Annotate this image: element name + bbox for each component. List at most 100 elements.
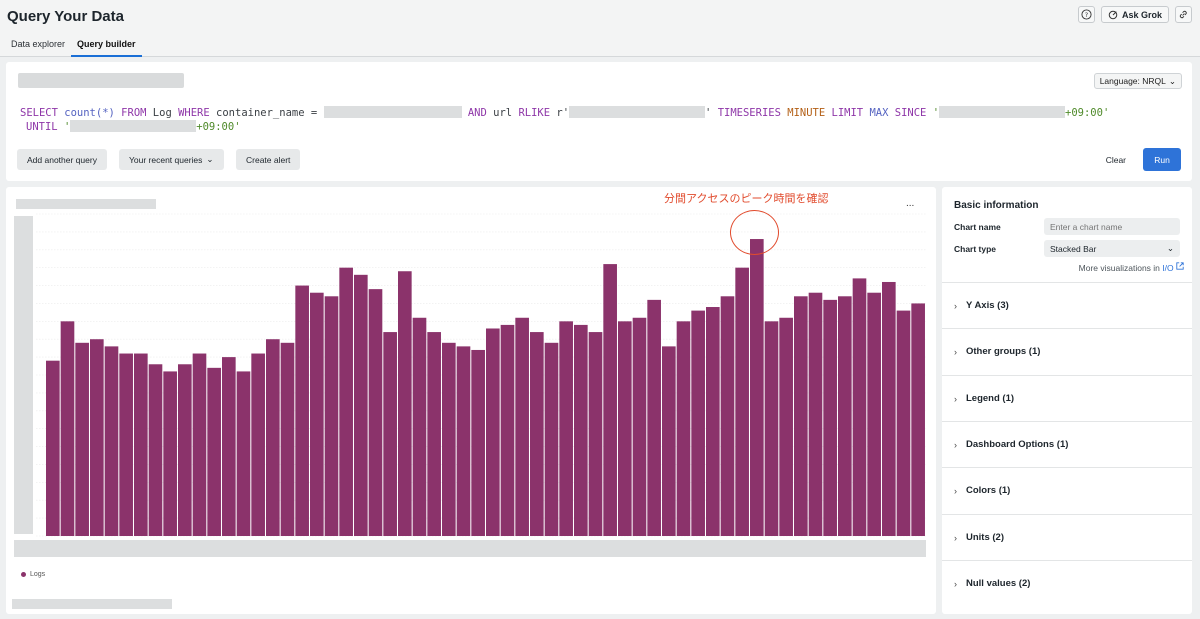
grok-icon <box>1108 10 1118 19</box>
run-button[interactable]: Run <box>1143 148 1181 171</box>
section-units[interactable]: › Units (2) <box>942 514 1192 560</box>
nrql-operator: = <box>310 107 318 119</box>
chevron-down-icon: ⌄ <box>1166 243 1174 253</box>
bar <box>794 296 808 536</box>
query-editor-card: Language: NRQL ⌄ SELECT count(*) FROM Lo… <box>6 62 1192 181</box>
bar <box>207 367 221 536</box>
chart-type-select[interactable]: Stacked Bar ⌄ <box>1044 240 1180 257</box>
nrql-keyword: FROM <box>121 107 147 119</box>
bar <box>764 321 779 536</box>
bar <box>647 299 661 536</box>
section-other-groups[interactable]: › Other groups (1) <box>942 328 1192 374</box>
nrql-editor[interactable]: SELECT count(*) FROM Log WHERE container… <box>20 106 1170 134</box>
bar <box>354 274 368 536</box>
nrql-timezone: +09:00' <box>196 121 241 133</box>
bar <box>544 342 559 536</box>
bar <box>911 303 925 536</box>
section-label: Colors (1) <box>966 485 1011 496</box>
redacted-x-axis-labels <box>14 540 926 557</box>
bar <box>222 357 236 536</box>
recent-queries-button[interactable]: Your recent queries ⌄ <box>119 149 224 170</box>
language-select[interactable]: Language: NRQL ⌄ <box>1093 73 1182 89</box>
bar <box>442 342 456 536</box>
peak-annotation-circle <box>730 210 779 255</box>
nrql-quote: ' <box>63 121 71 133</box>
chart-type-label: Chart type <box>954 244 997 254</box>
bar <box>750 239 764 537</box>
bar <box>471 349 485 536</box>
section-label: Legend (1) <box>966 393 1015 404</box>
section-colors[interactable]: › Colors (1) <box>942 467 1192 513</box>
chevron-right-icon: › <box>954 578 957 589</box>
chevron-right-icon: › <box>954 393 957 404</box>
bar <box>603 264 617 536</box>
bar <box>456 346 471 536</box>
section-y-axis[interactable]: › Y Axis (3) <box>942 282 1192 328</box>
bar <box>618 321 632 536</box>
nrql-keyword: WHERE <box>178 107 210 119</box>
bar <box>280 342 295 536</box>
bar <box>163 371 177 536</box>
recent-queries-label: Your recent queries <box>129 154 203 165</box>
clear-button[interactable]: Clear <box>1105 154 1126 165</box>
chevron-down-icon: ⌄ <box>1168 75 1176 86</box>
peak-annotation-text: 分間アクセスのピーク時間を確認 <box>664 192 829 205</box>
chart-legend[interactable]: Logs <box>21 571 45 578</box>
bar <box>251 353 265 536</box>
nrql-keyword: TIMESERIES <box>717 107 781 119</box>
bar <box>266 339 280 536</box>
section-label: Y Axis (3) <box>966 300 1009 311</box>
bar <box>779 317 793 536</box>
bar <box>368 289 383 536</box>
io-link[interactable]: I/O <box>1162 263 1174 273</box>
section-label: Dashboard Options (1) <box>966 439 1069 450</box>
bar <box>838 296 852 536</box>
redacted-value <box>939 106 1066 118</box>
bar <box>867 292 881 536</box>
ask-grok-button[interactable]: Ask Grok <box>1100 6 1169 23</box>
bar <box>398 271 412 536</box>
chart-name-input[interactable] <box>1044 218 1180 235</box>
nrql-field: container_name <box>216 107 305 119</box>
chevron-down-icon: ⌄ <box>206 154 214 164</box>
nrql-keyword: RLIKE <box>518 107 551 119</box>
chart-type-value: Stacked Bar <box>1050 243 1097 254</box>
bar <box>662 346 676 536</box>
section-legend[interactable]: › Legend (1) <box>942 375 1192 421</box>
tab-data-explorer[interactable]: Data explorer <box>11 39 66 49</box>
section-label: Null values (2) <box>966 578 1031 589</box>
redacted-chart-footer <box>12 599 172 609</box>
more-visualizations-link[interactable]: More visualizations in I/O <box>1079 262 1184 273</box>
redacted-y-axis-labels <box>14 216 33 534</box>
section-dashboard-options[interactable]: › Dashboard Options (1) <box>942 421 1192 467</box>
add-another-query-button[interactable]: Add another query <box>17 149 107 170</box>
section-null-values[interactable]: › Null values (2) <box>942 560 1192 606</box>
redacted-query-name <box>18 73 184 88</box>
question-circle-icon[interactable]: ? <box>1077 6 1095 23</box>
nrql-keyword: AND <box>467 107 487 119</box>
create-alert-button[interactable]: Create alert <box>236 149 301 170</box>
chevron-right-icon: › <box>954 300 957 311</box>
ask-grok-label: Ask Grok <box>1121 9 1162 20</box>
legend-swatch <box>21 572 26 577</box>
page-title: Query Your Data <box>7 8 124 25</box>
chart-more-button[interactable]: ... <box>906 198 915 209</box>
nrql-keyword: MAX <box>869 107 889 119</box>
nrql-string-prefix: r' <box>556 107 570 119</box>
tab-query-builder[interactable]: Query builder <box>71 36 142 57</box>
bar <box>486 328 500 536</box>
bar <box>500 324 515 536</box>
external-link-icon <box>1176 262 1184 270</box>
nrql-table: Log <box>152 107 172 119</box>
bar <box>896 310 911 536</box>
nrql-keyword: SINCE <box>894 107 927 119</box>
bar <box>324 296 339 536</box>
bar <box>515 317 529 536</box>
bar <box>823 299 837 536</box>
link-icon[interactable] <box>1175 6 1192 23</box>
bar <box>236 371 251 536</box>
bar <box>60 321 75 536</box>
bar <box>75 342 89 536</box>
bar <box>295 285 309 536</box>
